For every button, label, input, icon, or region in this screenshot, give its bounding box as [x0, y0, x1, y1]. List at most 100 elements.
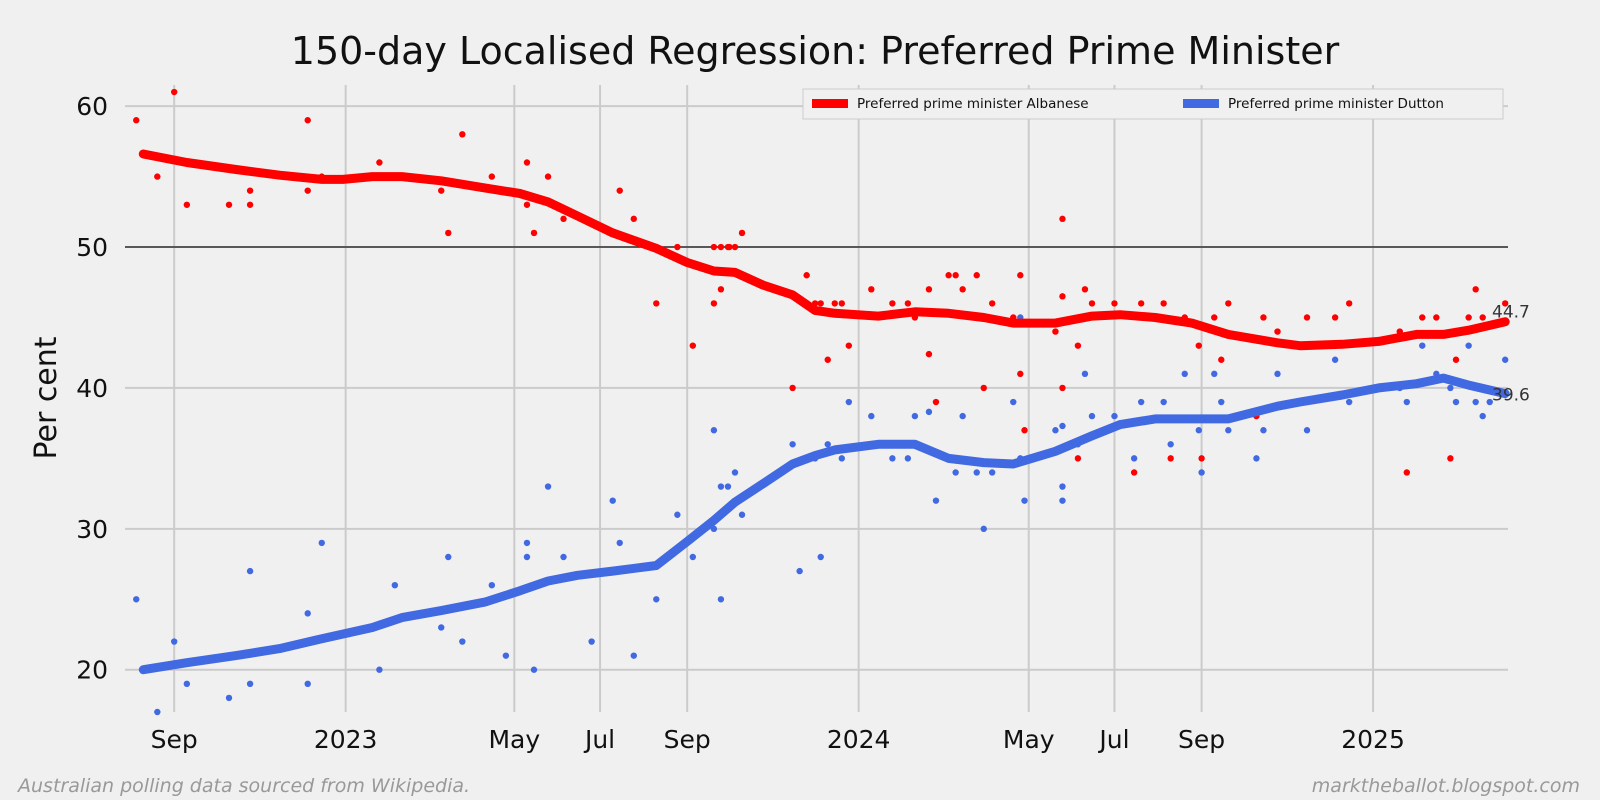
- legend-frame: [802, 88, 1504, 120]
- data-point: [731, 469, 739, 476]
- data-point: [183, 680, 191, 688]
- data-point: [1419, 314, 1426, 321]
- data-point: [1345, 398, 1353, 406]
- data-point: [459, 131, 466, 138]
- data-point: [530, 229, 538, 237]
- data-point: [1447, 455, 1454, 462]
- trend-lines: [138, 149, 1510, 675]
- data-point: [523, 201, 531, 208]
- data-point: [1225, 427, 1232, 434]
- trend-line-albanese: [138, 149, 1510, 351]
- data-point: [1303, 314, 1311, 321]
- data-point: [1479, 314, 1486, 321]
- data-point: [304, 610, 311, 617]
- data-point: [304, 187, 311, 194]
- data-point: [838, 455, 845, 462]
- data-point: [817, 300, 824, 307]
- legend-label-dutton: Preferred prime minister Dutton: [1228, 96, 1444, 112]
- data-point: [445, 553, 452, 561]
- y-tick-label: 40: [76, 374, 108, 403]
- x-tick-label: 2024: [827, 725, 891, 754]
- data-point: [154, 173, 161, 180]
- data-point: [523, 539, 531, 547]
- data-point: [689, 342, 697, 349]
- data-point: [1486, 398, 1493, 406]
- data-point: [1472, 398, 1479, 406]
- data-point: [560, 215, 567, 223]
- data-point: [376, 159, 383, 166]
- data-point: [1059, 384, 1066, 392]
- data-point: [170, 88, 178, 96]
- data-point: [717, 243, 725, 251]
- data-point: [154, 708, 161, 716]
- data-point: [1074, 455, 1082, 462]
- data-point: [1059, 497, 1066, 504]
- data-point: [789, 384, 796, 392]
- data-point: [1059, 215, 1066, 223]
- data-point: [560, 553, 567, 561]
- x-tick-label: May: [1003, 725, 1055, 754]
- y-axis-ticks: 20 30 40 50 60: [76, 92, 108, 685]
- data-point: [1059, 293, 1066, 300]
- end-labels: 44.7 39.6: [1492, 303, 1530, 406]
- legend-label-albanese: Preferred prime minister Albanese: [857, 96, 1089, 112]
- trend-line-dutton: [138, 373, 1510, 675]
- data-point: [1198, 455, 1205, 462]
- data-point: [246, 680, 254, 688]
- data-point: [1052, 427, 1059, 434]
- data-point: [932, 497, 940, 504]
- data-point: [925, 350, 933, 358]
- data-point: [225, 694, 233, 702]
- data-point: [988, 300, 996, 307]
- data-point: [1403, 469, 1411, 476]
- data-point: [980, 384, 987, 392]
- data-point: [1021, 427, 1028, 434]
- data-point: [845, 342, 853, 349]
- legend-swatch-dutton: [1183, 99, 1219, 108]
- data-point: [1111, 300, 1118, 307]
- data-point: [1403, 398, 1411, 406]
- data-point: [889, 300, 896, 307]
- data-point: [1017, 272, 1024, 279]
- y-tick-label: 30: [76, 515, 108, 544]
- data-point: [1195, 427, 1202, 434]
- data-point: [824, 356, 831, 363]
- data-point: [1345, 300, 1353, 307]
- data-point: [889, 455, 896, 462]
- data-point: [1447, 384, 1454, 392]
- data-point: [1211, 370, 1218, 378]
- data-point: [1167, 441, 1174, 448]
- data-point: [1331, 356, 1339, 363]
- data-point: [731, 243, 739, 251]
- data-point: [304, 117, 311, 124]
- data-point: [1452, 356, 1460, 363]
- data-point: [616, 539, 623, 547]
- data-point: [1218, 356, 1225, 363]
- data-point: [1198, 469, 1205, 476]
- data-point: [1017, 370, 1024, 378]
- data-point: [438, 624, 445, 631]
- data-point: [945, 272, 952, 279]
- data-point: [1303, 427, 1311, 434]
- data-point: [502, 652, 510, 659]
- x-tick-label: 2025: [1341, 725, 1405, 754]
- site-credit: marktheballot.blogspot.com: [1312, 775, 1580, 797]
- data-point: [391, 581, 399, 589]
- data-point: [544, 173, 552, 180]
- data-point: [674, 243, 681, 251]
- data-point: [1074, 342, 1082, 349]
- data-point: [246, 201, 254, 208]
- data-point: [1419, 342, 1426, 349]
- data-point: [1274, 370, 1281, 378]
- data-point: [710, 243, 718, 251]
- data-point: [1010, 398, 1017, 406]
- data-point: [1021, 497, 1028, 504]
- data-point: [959, 412, 966, 420]
- data-point: [1225, 300, 1232, 307]
- data-point: [1218, 398, 1225, 406]
- x-tick-label: Jul: [1097, 725, 1129, 754]
- data-point: [932, 398, 940, 406]
- data-point: [1465, 314, 1472, 321]
